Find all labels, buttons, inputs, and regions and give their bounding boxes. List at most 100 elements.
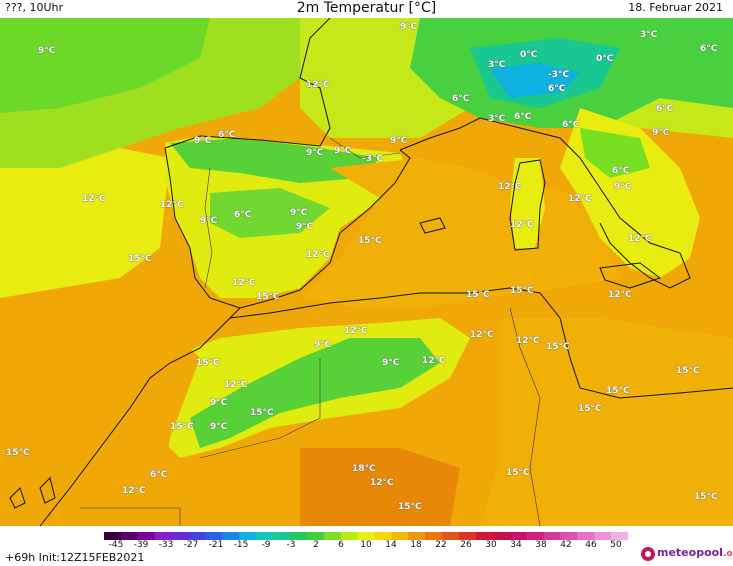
color-scale-tick-label: -33	[158, 540, 174, 550]
temperature-label: 9°C	[210, 398, 228, 408]
atlantic-mid-field	[0, 148, 170, 298]
color-scale-tick-label: 26	[460, 540, 472, 550]
temperature-label: 15°C	[676, 366, 700, 376]
temperature-label: 12°C	[470, 330, 494, 340]
color-scale-segment	[205, 532, 223, 540]
color-scale-tick-label: -45	[108, 540, 124, 550]
sahara-south-field	[300, 448, 460, 526]
color-scale-segment	[239, 532, 257, 540]
color-scale-segment	[154, 532, 173, 540]
temperature-label: 15°C	[358, 236, 382, 246]
temperature-label: 15°C	[606, 386, 630, 396]
color-scale-segment	[509, 532, 528, 540]
color-scale-segment	[425, 532, 443, 540]
temperature-label: 6°C	[150, 470, 168, 480]
temperature-label: 9°C	[210, 422, 228, 432]
color-scale-tick-label: -39	[133, 540, 149, 550]
temperature-label: 15°C	[694, 492, 718, 502]
color-scale-tick-label: 10	[360, 540, 372, 550]
color-scale-segment	[256, 532, 274, 540]
color-scale-segment	[543, 532, 561, 540]
map-canvas	[0, 18, 733, 526]
logo-text: meteopool.org	[657, 546, 733, 559]
temperature-label: 9°C	[652, 128, 670, 138]
alps-coldest-field	[490, 63, 580, 98]
color-scale-segment	[526, 532, 544, 540]
temperature-label: 9°C	[194, 136, 212, 146]
color-scale-segment	[120, 532, 139, 540]
temperature-label: -3°C	[548, 70, 570, 80]
temperature-label: 15°C	[578, 404, 602, 414]
temperature-map: 9°C 9°C 12°C 0°C 3°C 6°C 3°C -3°C 0°C 6°C 6°C 6°C 9°…	[0, 18, 733, 526]
map-header: ???, 10Uhr 2m Temperatur [°C] 18. Februa…	[0, 0, 733, 18]
color-scale-tick-label: -15	[233, 540, 249, 550]
color-scale-tick-label: 42	[560, 540, 572, 550]
color-scale-tick-label: 50	[610, 540, 622, 550]
temperature-label: 15°C	[256, 292, 280, 302]
temperature-label: 12°C	[628, 234, 652, 244]
color-scale-tick-label: 18	[410, 540, 422, 550]
libya-field	[480, 318, 733, 526]
color-scale-segment	[104, 532, 122, 540]
color-scale-ticks: -45 -39 -33 -27 -21 -15 -9 -3 2 6 10 14 18 22 26 30 34 38…	[104, 540, 628, 554]
temperature-label: 9°C	[200, 216, 218, 226]
temperature-label: 6°C	[548, 84, 566, 94]
temperature-label: 12°C	[122, 486, 146, 496]
temperature-label: 6°C	[234, 210, 252, 220]
color-scale-segment	[560, 532, 578, 540]
temperature-label: 6°C	[562, 120, 580, 130]
italy-north-cool-field	[580, 128, 650, 178]
atlantic-cool-field	[0, 18, 210, 113]
color-scale-tick-label: -9	[261, 540, 271, 550]
color-scale-segment	[188, 532, 206, 540]
temperature-label: 9°C	[334, 146, 352, 156]
temperature-label: 9°C	[382, 358, 400, 368]
temperature-label: 15°C	[128, 254, 152, 264]
color-scale-segment	[391, 532, 409, 540]
temperature-label: -3°C	[362, 154, 384, 164]
sahara-west-field	[0, 318, 200, 526]
color-scale-segment	[594, 532, 612, 540]
temperature-label: 9°C	[306, 148, 324, 158]
time-label: ???, 10Uhr	[5, 1, 64, 14]
map-footer: -45 -39 -33 -27 -21 -15 -9 -3 2 6 10 14 18 22 26 30 34 38…	[0, 526, 733, 566]
color-scale-segment	[357, 532, 375, 540]
color-scale-tick-label: -21	[208, 540, 224, 550]
atlas-cool-field	[190, 338, 440, 448]
color-scale-segment	[289, 532, 308, 540]
color-scale-segment	[171, 532, 190, 540]
temperature-label: 15°C	[250, 408, 274, 418]
color-scale-segment	[137, 532, 156, 540]
color-scale-tick-label: -3	[286, 540, 296, 550]
temperature-label: 9°C	[400, 22, 418, 32]
temperature-label: 15°C	[6, 448, 30, 458]
temperature-label: 12°C	[516, 336, 540, 346]
meteopool-logo: meteopool.org	[641, 546, 733, 564]
color-scale-tick-label: 38	[535, 540, 547, 550]
temperature-label: 9°C	[296, 222, 314, 232]
temperature-label: 15°C	[398, 502, 422, 512]
color-scale-bar	[104, 532, 628, 540]
temperature-label: 9°C	[38, 46, 56, 56]
color-scale-segment	[374, 532, 392, 540]
temperature-label: 18°C	[352, 464, 376, 474]
temperature-label: 15°C	[196, 358, 220, 368]
temperature-label: 9°C	[614, 182, 632, 192]
temperature-label: 15°C	[170, 422, 194, 432]
meteopool-logo-icon	[641, 547, 655, 561]
color-scale-tick-label: 2	[313, 540, 319, 550]
temperature-label: 12°C	[422, 356, 446, 366]
temperature-label: 3°C	[640, 30, 658, 40]
temperature-label: 12°C	[498, 182, 522, 192]
color-scale-segment	[408, 532, 426, 540]
color-scale-segment	[475, 532, 494, 540]
temperature-label: 6°C	[700, 44, 718, 54]
iberia-center-cool-field	[210, 188, 330, 238]
temperature-label: 12°C	[344, 326, 368, 336]
color-scale-segment	[306, 532, 325, 540]
temperature-label: 0°C	[520, 50, 538, 60]
temperature-label: 12°C	[306, 250, 330, 260]
temperature-label: 6°C	[218, 130, 236, 140]
temperature-label: 15°C	[466, 290, 490, 300]
temperature-label: 9°C	[390, 136, 408, 146]
